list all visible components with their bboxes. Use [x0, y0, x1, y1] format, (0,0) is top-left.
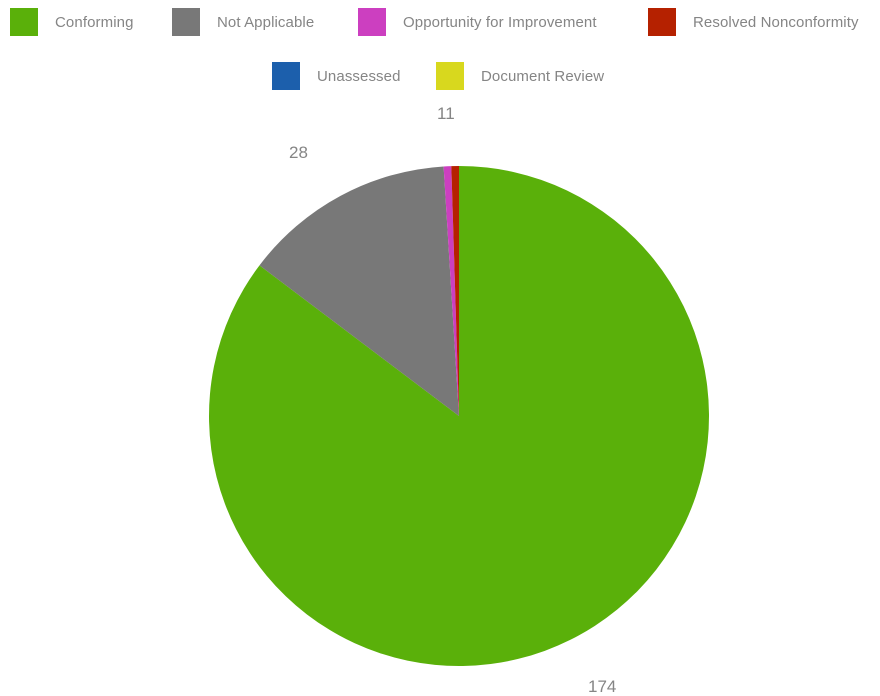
legend-swatch-resolved-nonconformity: [648, 8, 676, 36]
legend-item-not-applicable[interactable]: Not Applicable: [172, 8, 314, 36]
legend-label-resolved-nonconformity: Resolved Nonconformity: [693, 13, 859, 31]
legend-label-opportunity-for-improvement: Opportunity for Improvement: [403, 13, 597, 31]
legend-swatch-not-applicable: [172, 8, 200, 36]
pie-slices: [209, 166, 710, 667]
legend-item-document-review[interactable]: Document Review: [436, 62, 604, 90]
data-label-conforming: 174: [588, 677, 616, 696]
legend-label-not-applicable: Not Applicable: [217, 13, 315, 31]
legend-swatch-unassessed: [272, 62, 300, 90]
legend-label-unassessed: Unassessed: [317, 67, 401, 85]
legend-item-unassessed[interactable]: Unassessed: [272, 62, 401, 90]
legend-swatch-document-review: [436, 62, 464, 90]
pie-slice-conforming[interactable]: [209, 166, 710, 667]
legend-item-resolved-nonconformity[interactable]: Resolved Nonconformity: [648, 8, 859, 36]
legend-label-conforming: Conforming: [55, 13, 134, 31]
data-label-small-slices: 11: [437, 104, 455, 123]
legend-item-conforming[interactable]: Conforming: [10, 8, 134, 36]
pie-slice-opportunity-for-improvement[interactable]: [443, 166, 459, 416]
data-label-not-applicable: 28: [289, 143, 308, 162]
pie-slice-resolved-nonconformity[interactable]: [451, 166, 459, 416]
pie-slice-not-applicable[interactable]: [259, 166, 460, 416]
legend-label-document-review: Document Review: [481, 67, 605, 85]
legend-swatch-opportunity-for-improvement: [358, 8, 386, 36]
legend-swatch-conforming: [10, 8, 38, 36]
chart-legend: Conforming Not Applicable Opportunity fo…: [0, 0, 880, 100]
legend-item-opportunity-for-improvement[interactable]: Opportunity for Improvement: [358, 8, 597, 36]
